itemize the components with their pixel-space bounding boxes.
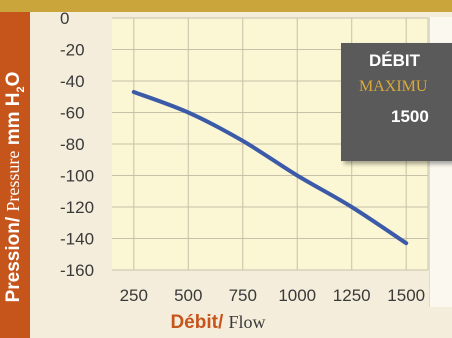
callout-value: 1500 <box>391 107 429 126</box>
y-tick-label: -40 <box>60 72 85 91</box>
y-tick-label: 0 <box>60 9 69 28</box>
x-tick-label: 500 <box>174 286 202 305</box>
x-tick-label: 1500 <box>387 286 425 305</box>
callout-title: DÉBIT <box>369 51 420 70</box>
y-tick-label: -160 <box>60 261 94 280</box>
x-tick-label: 1000 <box>278 286 316 305</box>
x-tick-label: 1250 <box>333 286 371 305</box>
series-line-0 <box>131 90 409 246</box>
y-tick-label: -80 <box>60 135 85 154</box>
y-tick-label: -20 <box>60 41 85 60</box>
x-axis-label-fr: Débit <box>170 312 218 333</box>
y-tick-label: -100 <box>60 167 94 186</box>
callout-subtitle: MAXIMU <box>359 78 428 95</box>
x-axis-label-en: Flow <box>228 312 266 332</box>
x-tick-label: 750 <box>229 286 257 305</box>
max-flow-callout: DÉBIT MAXIMU 1500 <box>341 43 452 161</box>
y-tick-label: -60 <box>60 104 85 123</box>
x-axis-label-separator: / <box>217 312 224 333</box>
y-axis-label-band: Pression/ Pressure mm H2O <box>0 12 30 338</box>
x-axis-label: Débit/ Flow <box>128 312 308 334</box>
y-tick-label: -140 <box>60 230 94 249</box>
y-tick-label: -120 <box>60 198 94 217</box>
x-tick-label: 250 <box>120 286 148 305</box>
